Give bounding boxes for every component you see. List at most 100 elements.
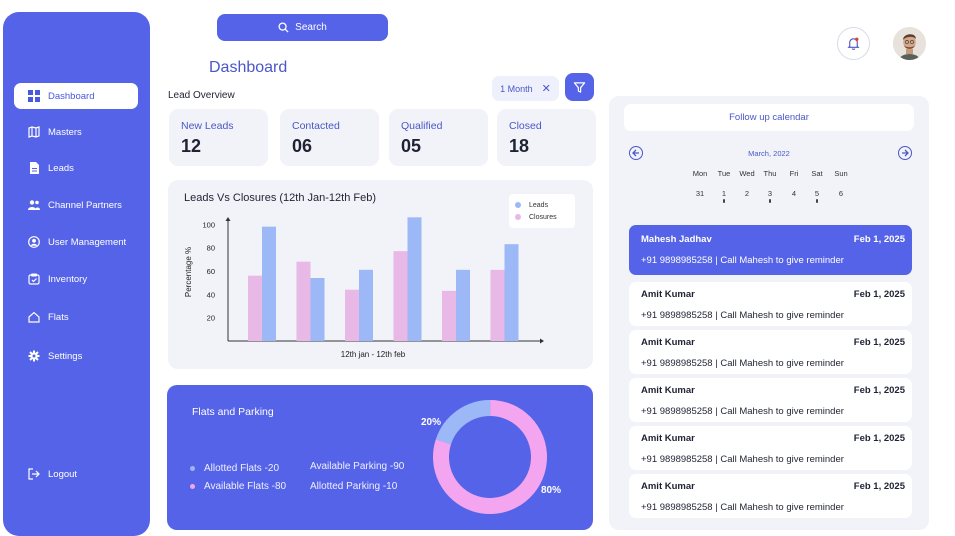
avatar[interactable] (893, 27, 926, 60)
calendar-day[interactable]: 2 (744, 189, 750, 198)
sidebar-item-settings[interactable]: Settings (14, 343, 138, 369)
logout-icon (28, 468, 40, 480)
bar-leads (359, 269, 373, 341)
bar-leads (262, 226, 276, 341)
followup-calendar-header[interactable]: Follow up calendar (624, 104, 914, 131)
available-parking-item: Available Parking -90 (310, 461, 405, 472)
contact-detail: +91 9898985258 | Call Mahesh to give rem… (641, 454, 844, 465)
sidebar-item-label: User Management (48, 236, 127, 248)
contact-detail: +91 9898985258 | Call Mahesh to give rem… (641, 358, 844, 369)
y-tick-label: 80 (207, 244, 215, 253)
contact-date: Feb 1, 2025 (853, 337, 905, 348)
sidebar-item-leads[interactable]: Leads (14, 155, 138, 181)
filter-icon (573, 81, 586, 93)
page-title: Dashboard (209, 59, 288, 76)
contact-date: Feb 1, 2025 (853, 234, 905, 245)
weekday-label: Mon (692, 169, 708, 178)
contact-name: Amit Kumar (641, 289, 695, 300)
contact-name: Amit Kumar (641, 385, 695, 396)
contact-name: Mahesh Jadhav (641, 234, 712, 245)
sidebar-item-label: Settings (48, 350, 83, 362)
stat-card-new-leads[interactable]: New Leads 12 (169, 109, 268, 166)
y-axis-arrow (225, 217, 231, 221)
allotted-flats-item: Allotted Flats -20 (190, 463, 279, 474)
section-title: Lead Overview (168, 90, 235, 101)
contact-detail: +91 9898985258 | Call Mahesh to give rem… (641, 255, 844, 266)
sidebar-item-flats[interactable]: Flats (14, 304, 138, 330)
donut-label-available: 80% (541, 485, 562, 496)
search-button[interactable]: Search (217, 14, 388, 41)
followup-item[interactable]: Amit Kumar Feb 1, 2025 +91 9898985258 | C… (629, 282, 912, 326)
calendar-day[interactable]: 6 (838, 189, 844, 198)
stat-card-closed[interactable]: Closed 18 (497, 109, 596, 166)
sidebar: Dashboard Masters Leads Channel Partners… (3, 12, 150, 536)
close-icon[interactable]: ✕ (541, 83, 551, 95)
stat-value: 05 (401, 136, 422, 156)
followup-item[interactable]: Amit Kumar Feb 1, 2025 +91 9898985258 | C… (629, 474, 912, 518)
legend-dot (190, 484, 195, 489)
bar-closures (442, 290, 456, 341)
contact-date: Feb 1, 2025 (853, 433, 905, 444)
calendar-day[interactable]: 3 (759, 189, 781, 203)
stat-value: 18 (509, 136, 530, 156)
time-filter-chip[interactable]: 1 Month ✕ (492, 76, 559, 101)
followup-item-active[interactable]: Mahesh Jadhav Feb 1, 2025 +91 9898985258 … (629, 225, 912, 275)
bar-leads (310, 278, 325, 341)
sidebar-item-label: Leads (48, 162, 74, 174)
followup-item[interactable]: Amit Kumar Feb 1, 2025 +91 9898985258 | C… (629, 378, 912, 422)
contact-detail: +91 9898985258 | Call Mahesh to give rem… (641, 310, 844, 321)
arrow-left-icon (632, 149, 639, 157)
sidebar-item-label: Channel Partners (48, 199, 122, 211)
donut-slice-0 (433, 400, 547, 514)
followup-item[interactable]: Amit Kumar Feb 1, 2025 +91 9898985258 | C… (629, 330, 912, 374)
sidebar-item-label: Flats (48, 311, 69, 323)
flats-parking-card: Flats and Parking Allotted Flats -20 Ava… (167, 385, 593, 530)
calendar-next-button[interactable] (898, 146, 912, 160)
search-label: Search (295, 22, 327, 33)
flats-donut-chart (433, 400, 547, 514)
stat-value: 12 (181, 136, 202, 156)
calendar-day[interactable]: 1 (713, 189, 735, 203)
weekday-label: Sun (834, 169, 848, 178)
y-tick-label: 60 (207, 267, 215, 276)
weekday-label: Fri (789, 169, 799, 178)
document-icon (28, 162, 40, 174)
calendar-day[interactable]: 5 (806, 189, 828, 203)
stat-card-contacted[interactable]: Contacted 06 (280, 109, 379, 166)
inventory-icon (28, 273, 40, 285)
logout-button[interactable]: Logout (14, 461, 138, 487)
sidebar-item-dashboard[interactable]: Dashboard (14, 83, 138, 109)
sidebar-item-label: Inventory (48, 273, 88, 285)
followup-item[interactable]: Amit Kumar Feb 1, 2025 +91 9898985258 | C… (629, 426, 912, 470)
sidebar-item-inventory[interactable]: Inventory (14, 266, 138, 292)
calendar-day[interactable]: 31 (695, 189, 705, 198)
bar-closures (248, 275, 262, 341)
available-flats-item: Available Flats -80 (190, 481, 286, 492)
stat-card-qualified[interactable]: Qualified 05 (389, 109, 488, 166)
sidebar-item-user-management[interactable]: User Management (14, 229, 138, 255)
y-tick-label: 20 (207, 314, 215, 323)
sidebar-item-label: Masters (48, 126, 82, 138)
contact-name: Amit Kumar (641, 337, 695, 348)
contact-date: Feb 1, 2025 (853, 481, 905, 492)
y-axis-label: Percentage % (184, 247, 193, 297)
allotted-parking-item: Allotted Parking -10 (310, 481, 398, 492)
flats-title: Flats and Parking (192, 406, 274, 418)
filter-button[interactable] (565, 73, 594, 101)
weekday-label: Wed (739, 169, 755, 178)
map-icon (28, 126, 40, 138)
bar-closures (490, 269, 505, 341)
sidebar-item-masters[interactable]: Masters (14, 119, 138, 145)
user-circle-icon (28, 236, 40, 248)
bar-closures (393, 251, 408, 341)
stat-label: Contacted (292, 120, 340, 132)
calendar-prev-button[interactable] (629, 146, 643, 160)
calendar-day[interactable]: 4 (791, 189, 797, 198)
notification-button[interactable] (837, 27, 870, 60)
bar-closures (345, 289, 359, 341)
chart-title: Leads Vs Closures (12th Jan-12th Feb) (184, 192, 376, 204)
contact-date: Feb 1, 2025 (853, 289, 905, 300)
leads-vs-closures-chart: Leads Vs Closures (12th Jan-12th Feb) Le… (168, 180, 593, 369)
contact-detail: +91 9898985258 | Call Mahesh to give rem… (641, 406, 844, 417)
sidebar-item-channel-partners[interactable]: Channel Partners (14, 192, 138, 218)
